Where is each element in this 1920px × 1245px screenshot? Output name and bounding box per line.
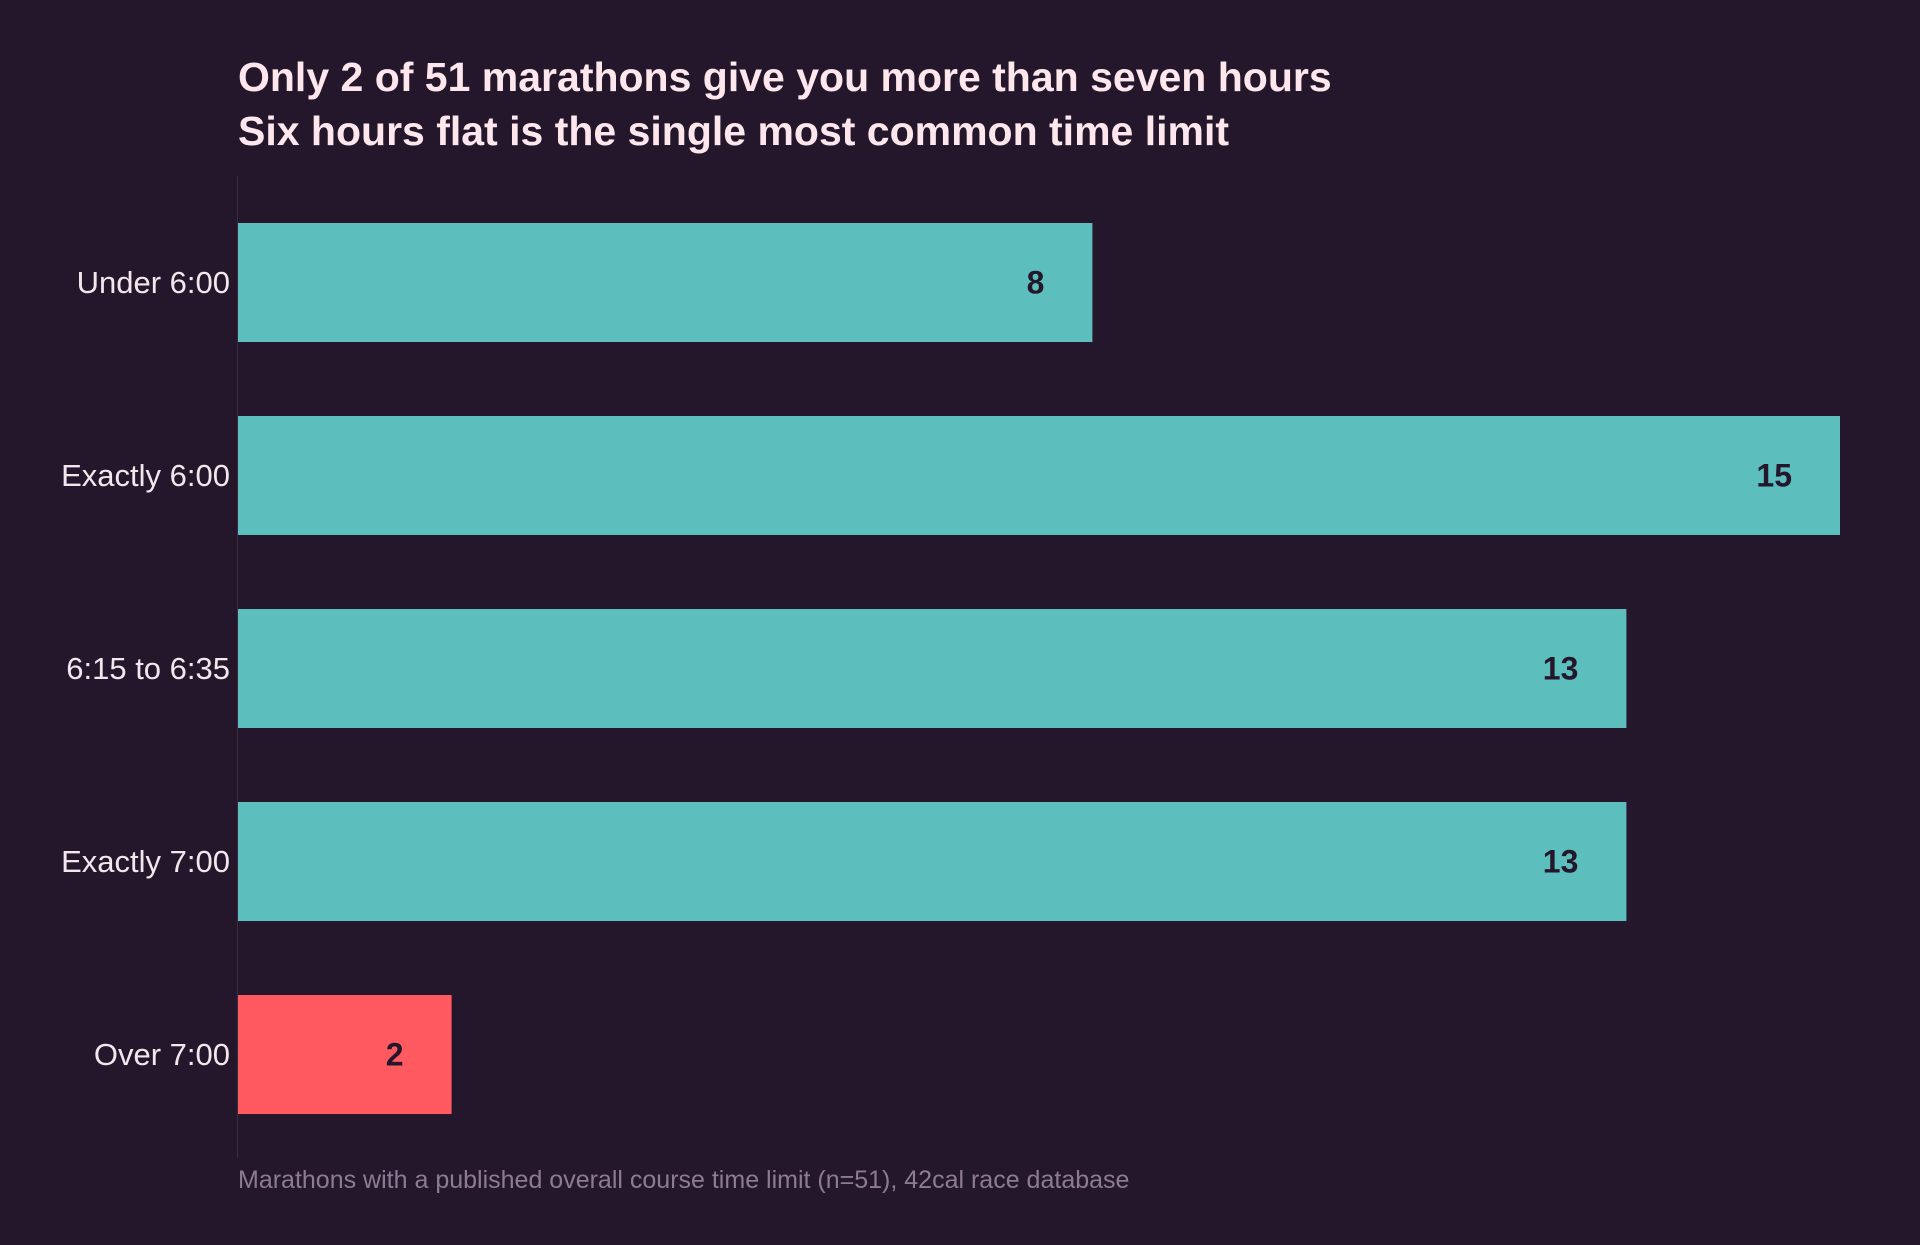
bar <box>238 416 1840 535</box>
category-label: 6:15 to 6:35 <box>66 651 230 686</box>
bar-highlighted <box>238 995 452 1114</box>
bar-value-label: 2 <box>386 1037 404 1073</box>
chart-title: Only 2 of 51 marathons give you more tha… <box>238 50 1332 158</box>
category-label: Over 7:00 <box>94 1037 230 1072</box>
category-label: Under 6:00 <box>77 265 230 300</box>
bar <box>238 802 1627 921</box>
subtitle-line: Six hours flat is the single most common… <box>238 108 1230 154</box>
bar <box>238 609 1627 728</box>
title-line: Only 2 of 51 marathons give you more tha… <box>238 54 1332 100</box>
bar-value-label: 15 <box>1756 458 1792 494</box>
chart-source-note: Marathons with a published overall cours… <box>238 1166 1130 1194</box>
category-label: Exactly 7:00 <box>61 844 230 879</box>
bar-value-label: 13 <box>1543 844 1579 880</box>
bar <box>238 223 1093 342</box>
category-label: Exactly 6:00 <box>61 458 230 493</box>
bar-value-label: 8 <box>1027 265 1045 301</box>
bar-value-label: 13 <box>1543 651 1579 687</box>
